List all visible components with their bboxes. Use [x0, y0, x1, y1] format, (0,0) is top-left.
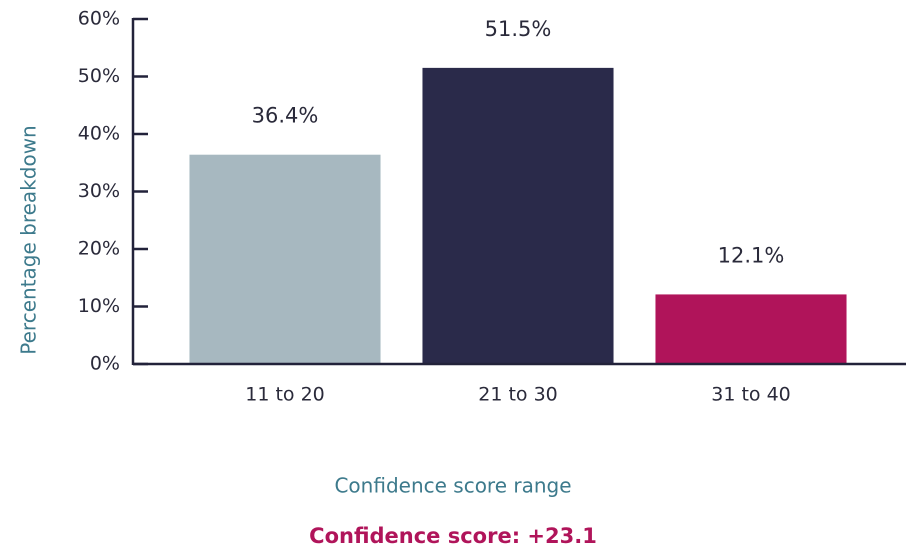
bar	[655, 294, 847, 364]
annotation: Confidence score: +23.1	[309, 524, 597, 548]
y-tick-label: 50%	[78, 65, 120, 87]
y-tick-label: 30%	[78, 180, 120, 202]
y-tick-label: 40%	[78, 123, 120, 145]
bar	[422, 67, 614, 364]
y-tick-label: 0%	[90, 353, 120, 375]
bar	[189, 154, 381, 364]
data-label: 36.4%	[252, 104, 319, 128]
y-tick-label: 60%	[78, 8, 120, 30]
data-label: 51.5%	[485, 17, 552, 41]
x-axis-label: Confidence score range	[334, 474, 571, 498]
x-tick-label: 11 to 20	[245, 384, 325, 406]
x-tick-label: 21 to 30	[478, 384, 558, 406]
y-tick-label: 20%	[78, 238, 120, 260]
data-label: 12.1%	[718, 243, 785, 267]
x-tick-label: 31 to 40	[711, 384, 791, 406]
y-axis-label: Percentage breakdown	[17, 125, 41, 354]
y-tick-label: 10%	[78, 295, 120, 317]
